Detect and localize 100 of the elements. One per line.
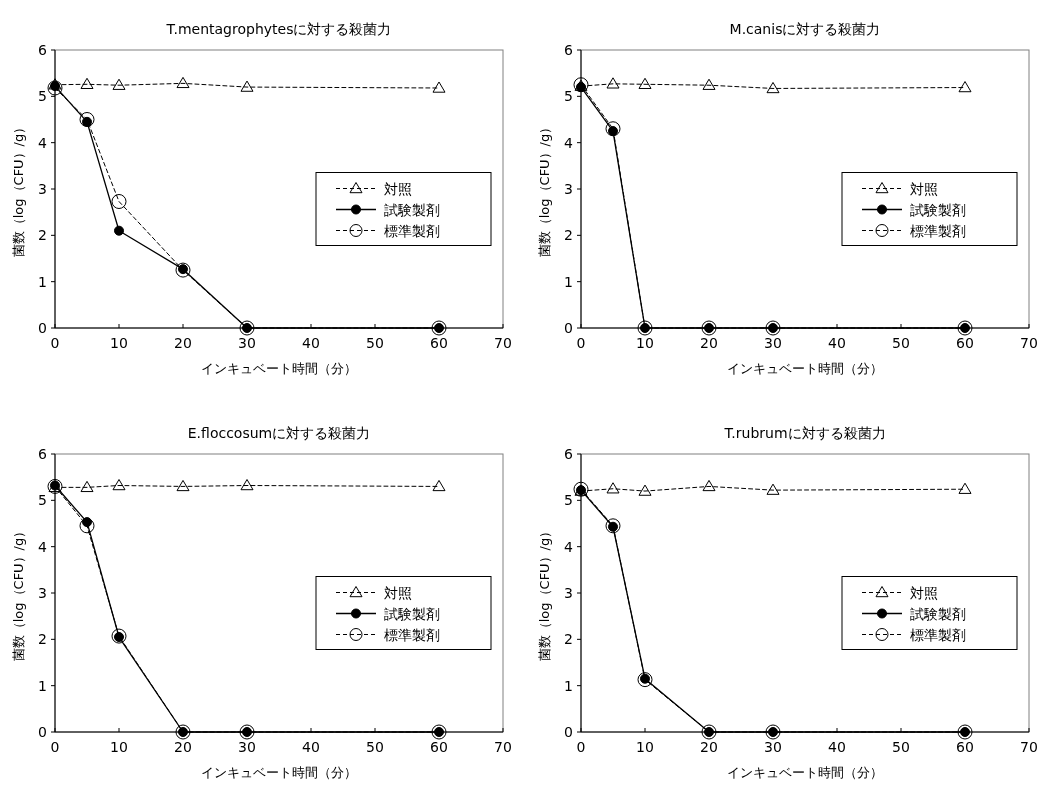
y-tick-label: 6: [564, 42, 574, 58]
point: [111, 194, 127, 210]
point: [80, 480, 94, 493]
y-axis-title: 菌数（log（CFU）/g）: [537, 120, 552, 258]
y-tick-label: 5: [38, 88, 47, 105]
x-axis-title: インキュベート時間（分）: [727, 361, 883, 376]
legend-label: 標準製剤: [910, 626, 966, 643]
x-tick-label: 30: [238, 335, 256, 351]
y-tick-label: 2: [38, 227, 47, 244]
y-tick-label: 5: [564, 492, 573, 509]
x-tick-label: 50: [892, 335, 910, 351]
y-axis-title: 菌数（log（CFU）/g）: [11, 524, 26, 662]
x-tick-label: 0: [50, 335, 60, 351]
x-tick-label: 30: [764, 335, 782, 351]
y-tick-label: 1: [38, 677, 47, 694]
x-tick-label: 70: [1020, 739, 1038, 755]
legend-label: 試験製剤: [384, 201, 440, 218]
point: [702, 479, 716, 492]
x-tick-label: 50: [366, 335, 384, 351]
x-tick-label: 50: [366, 739, 384, 755]
x-tick-label: 30: [764, 739, 782, 755]
point: [79, 112, 95, 127]
legend-label: 試験製剤: [384, 605, 440, 622]
chart-title: T.mentagrophytesに対する殺菌力: [165, 21, 392, 37]
y-tick-label: 1: [38, 273, 47, 290]
point: [112, 78, 126, 90]
point: [606, 77, 620, 89]
point: [766, 81, 780, 94]
y-tick-label: 0: [564, 724, 573, 740]
point: [432, 479, 446, 492]
y-tick-label: 0: [38, 724, 47, 740]
x-tick-label: 10: [636, 335, 654, 351]
x-tick-label: 50: [892, 739, 910, 755]
point: [176, 479, 190, 492]
y-tick-label: 4: [38, 134, 48, 151]
x-tick-label: 60: [956, 739, 974, 755]
x-tick-label: 0: [576, 739, 586, 755]
point: [702, 78, 716, 90]
point: [605, 121, 621, 137]
legend-label: 標準製剤: [384, 626, 440, 643]
legend-label: 試験製剤: [910, 605, 966, 622]
x-tick-label: 10: [110, 335, 128, 351]
y-tick-label: 3: [564, 585, 573, 601]
point: [80, 77, 94, 89]
x-tick-label: 60: [430, 335, 448, 351]
point: [637, 672, 653, 688]
x-tick-label: 20: [174, 335, 192, 351]
x-tick-label: 60: [956, 335, 974, 351]
x-tick-label: 40: [828, 739, 846, 755]
y-tick-label: 5: [38, 492, 47, 509]
chart-title: M.canisに対する殺菌力: [729, 21, 881, 37]
point: [240, 80, 254, 92]
point: [112, 479, 126, 491]
y-tick-label: 0: [564, 320, 573, 336]
y-tick-label: 6: [38, 446, 48, 462]
x-tick-label: 10: [636, 739, 654, 755]
x-axis-title: インキュベート時間（分）: [201, 765, 357, 780]
x-tick-label: 0: [50, 739, 60, 755]
legend-label: 対照: [910, 584, 938, 601]
point: [638, 77, 652, 89]
point: [111, 628, 127, 644]
point: [606, 482, 620, 494]
y-tick-label: 5: [564, 88, 573, 105]
legend-label: 試験製剤: [910, 201, 966, 218]
x-tick-label: 70: [1020, 335, 1038, 351]
x-tick-label: 30: [238, 739, 256, 755]
chart-title: E.floccosumに対する殺菌力: [187, 425, 371, 441]
point: [432, 81, 446, 93]
x-tick-label: 40: [302, 335, 320, 351]
point: [766, 483, 780, 495]
x-tick-label: 20: [700, 739, 718, 755]
legend-label: 標準製剤: [910, 222, 966, 239]
y-tick-label: 6: [38, 42, 48, 58]
point: [638, 484, 652, 496]
x-axis-title: インキュベート時間（分）: [201, 361, 357, 376]
y-tick-label: 1: [564, 273, 573, 290]
point: [958, 81, 972, 93]
x-tick-label: 40: [828, 335, 846, 351]
x-tick-label: 20: [174, 739, 192, 755]
y-tick-label: 1: [564, 677, 573, 694]
point: [114, 225, 124, 236]
y-tick-label: 2: [564, 227, 573, 244]
x-tick-label: 10: [110, 739, 128, 755]
x-tick-label: 0: [576, 335, 586, 351]
legend-label: 対照: [384, 584, 412, 601]
y-tick-label: 3: [38, 585, 47, 601]
y-tick-label: 4: [38, 538, 48, 555]
x-tick-label: 20: [700, 335, 718, 351]
x-tick-label: 70: [494, 739, 512, 755]
y-tick-label: 3: [564, 181, 573, 197]
y-tick-label: 6: [564, 446, 574, 462]
y-tick-label: 3: [38, 181, 47, 197]
y-tick-label: 0: [38, 320, 47, 336]
y-tick-label: 4: [564, 134, 574, 151]
point: [47, 80, 63, 96]
y-tick-label: 2: [564, 631, 573, 648]
x-tick-label: 40: [302, 739, 320, 755]
y-axis-title: 菌数（log（CFU）/g）: [11, 120, 26, 258]
y-tick-label: 2: [38, 631, 47, 648]
legend-label: 標準製剤: [384, 222, 440, 239]
